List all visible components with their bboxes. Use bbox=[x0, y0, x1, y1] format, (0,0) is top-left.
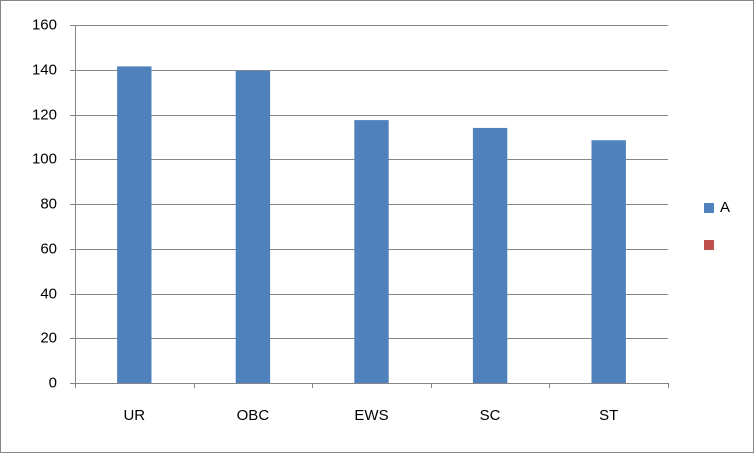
x-tick-label: ST bbox=[599, 407, 618, 424]
y-tick-label: 100 bbox=[32, 150, 57, 167]
y-tick-label: 60 bbox=[40, 240, 57, 257]
bar bbox=[472, 127, 508, 383]
bar bbox=[591, 140, 626, 383]
legend-label: A bbox=[720, 199, 730, 216]
y-tick-label: 80 bbox=[40, 195, 57, 212]
y-tick-label: 40 bbox=[40, 285, 57, 302]
y-tick-label: 0 bbox=[49, 374, 57, 391]
bar bbox=[117, 66, 152, 384]
legend-swatch bbox=[704, 203, 714, 213]
x-tick-label: EWS bbox=[354, 407, 388, 424]
y-tick-label: 140 bbox=[32, 61, 57, 78]
y-tick-label: 120 bbox=[32, 106, 57, 123]
y-tick-label: 160 bbox=[32, 16, 57, 33]
legend-swatch bbox=[704, 240, 714, 250]
x-tick-label: SC bbox=[480, 407, 501, 424]
x-tick-label: UR bbox=[123, 407, 145, 424]
bar bbox=[235, 70, 271, 384]
y-tick-label: 20 bbox=[40, 329, 57, 346]
x-tick-label: OBC bbox=[237, 407, 270, 424]
bar bbox=[354, 120, 389, 383]
